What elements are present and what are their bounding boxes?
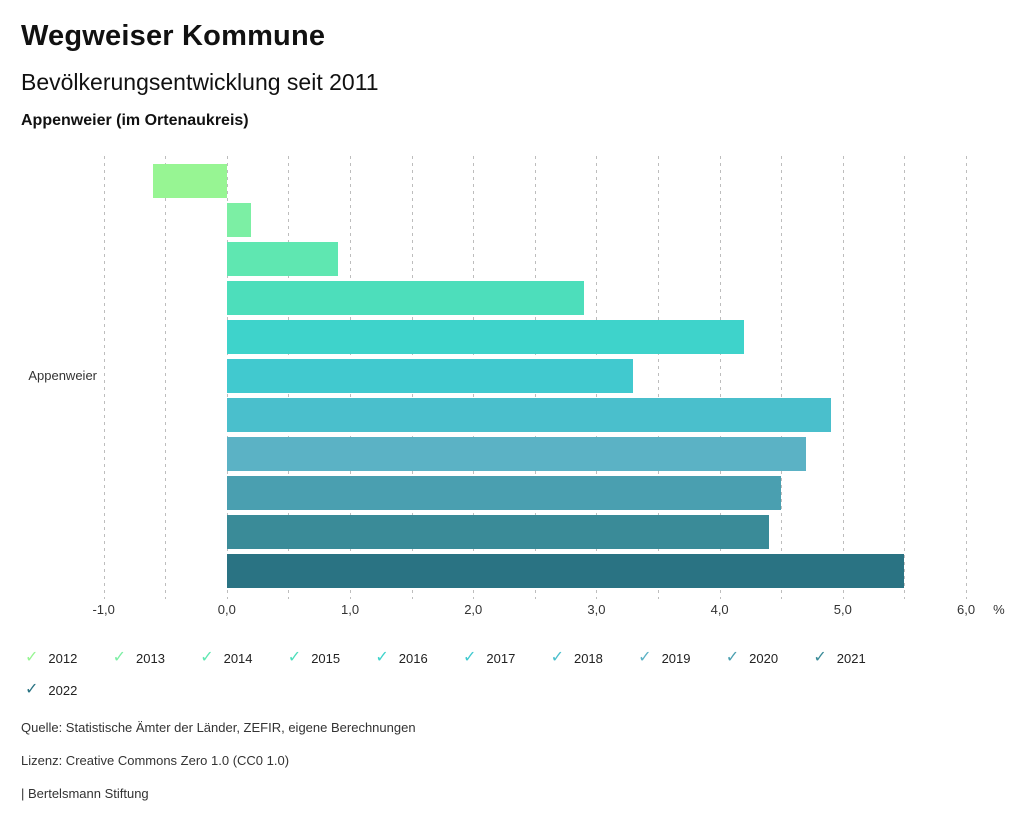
legend-year-label: 2019 xyxy=(661,650,691,666)
legend-item-2015[interactable]: ✓ 2015 xyxy=(288,642,376,674)
bar-2017[interactable] xyxy=(226,359,634,393)
legend-year-label: 2020 xyxy=(749,650,779,666)
bar-2012[interactable] xyxy=(152,164,227,198)
gridline xyxy=(103,156,105,599)
legend-year-label: 2012 xyxy=(48,650,78,666)
footer: Quelle: Statistische Ämter der Länder, Z… xyxy=(0,706,1024,801)
license-line: Lizenz: Creative Commons Zero 1.0 (CC0 1… xyxy=(21,753,290,768)
x-axis: -1,0 0,0 1,0 2,0 3,0 4,0 5,0 6,0% xyxy=(79,602,1005,622)
y-axis-category-label: Appenweier xyxy=(28,368,97,383)
checkmark-icon: ✓ xyxy=(200,649,214,666)
gridline xyxy=(966,156,968,599)
checkmark-icon: ✓ xyxy=(375,649,389,666)
checkmark-icon: ✓ xyxy=(25,649,39,666)
checkmark-icon: ✓ xyxy=(462,649,477,666)
x-axis-unit-label: % xyxy=(993,602,1005,617)
legend-item-2013[interactable]: ✓ 2013 xyxy=(113,642,201,674)
x-tick-label: 6,0 xyxy=(956,602,976,617)
legend-item-2020[interactable]: ✓ 2020 xyxy=(726,642,814,674)
x-tick-label: 1,0 xyxy=(340,602,360,617)
checkmark-icon: ✓ xyxy=(25,681,39,698)
checkmark-icon: ✓ xyxy=(112,649,126,666)
x-tick-label: 4,0 xyxy=(710,602,729,617)
brand-line: | Bertelsmann Stiftung xyxy=(21,786,149,801)
bar-2015[interactable] xyxy=(226,281,585,315)
x-tick-label: -1,0 xyxy=(92,602,115,617)
legend-year-label: 2015 xyxy=(311,650,341,666)
legend-year-label: 2022 xyxy=(48,682,78,698)
checkmark-icon: ✓ xyxy=(813,649,827,666)
header: Wegweiser Kommune Bevölkerungsentwicklun… xyxy=(0,0,1024,130)
checkmark-icon: ✓ xyxy=(287,649,302,666)
bar-2014[interactable] xyxy=(226,242,338,276)
legend-item-2014[interactable]: ✓ 2014 xyxy=(200,642,288,674)
legend-year-label: 2013 xyxy=(136,650,165,666)
legend: ✓ 2012 ✓ 2013 ✓ 2014 ✓ 2015 ✓ 2016 ✓ 2017 ✓ 2018 ✓ 2019… xyxy=(25,642,965,706)
bar-2016[interactable] xyxy=(226,320,745,354)
gridline xyxy=(658,156,660,599)
page-title: Wegweiser Kommune xyxy=(21,20,326,52)
gridline xyxy=(719,156,721,599)
bar-2021[interactable] xyxy=(226,515,769,549)
legend-year-label: 2018 xyxy=(573,650,603,666)
legend-item-2017[interactable]: ✓ 2017 xyxy=(463,642,551,674)
bar-chart: Appenweier -1,0 0,0 1,0 2,0 3,0 4,0 5,0 6,0% xyxy=(0,156,1024,624)
x-tick-label: 2,0 xyxy=(464,602,483,617)
bar-2019[interactable] xyxy=(226,437,806,471)
legend-item-2021[interactable]: ✓ 2021 xyxy=(813,642,901,674)
legend-year-label: 2014 xyxy=(223,650,253,666)
x-tick-label: 5,0 xyxy=(833,602,852,617)
legend-year-label: 2021 xyxy=(836,650,866,666)
legend-item-2012[interactable]: ✓ 2012 xyxy=(25,642,113,674)
gridline xyxy=(165,156,167,599)
x-tick-label: 0,0 xyxy=(217,602,236,617)
legend-year-label: 2016 xyxy=(398,650,428,666)
x-tick-label: 3,0 xyxy=(587,602,606,617)
chart-subtitle: Bevölkerungsentwicklung seit 2011 xyxy=(21,69,379,95)
legend-item-2016[interactable]: ✓ 2016 xyxy=(375,642,463,674)
checkmark-icon: ✓ xyxy=(638,649,652,666)
bar-2013[interactable] xyxy=(226,203,252,237)
legend-item-2019[interactable]: ✓ 2019 xyxy=(638,642,726,674)
gridline xyxy=(904,156,906,599)
gridline xyxy=(842,156,844,599)
legend-item-2022[interactable]: ✓ 2022 xyxy=(25,674,113,706)
checkmark-icon: ✓ xyxy=(550,649,564,666)
bar-2022[interactable] xyxy=(226,554,905,588)
checkmark-icon: ✓ xyxy=(725,649,740,666)
region-label: Appenweier (im Ortenaukreis) xyxy=(21,112,249,129)
source-line: Quelle: Statistische Ämter der Länder, Z… xyxy=(21,720,416,735)
plot-area xyxy=(79,156,1003,599)
gridline xyxy=(781,156,783,599)
legend-year-label: 2017 xyxy=(486,650,516,666)
bar-2018[interactable] xyxy=(226,398,831,432)
legend-item-2018[interactable]: ✓ 2018 xyxy=(551,642,639,674)
bar-2020[interactable] xyxy=(226,476,782,510)
